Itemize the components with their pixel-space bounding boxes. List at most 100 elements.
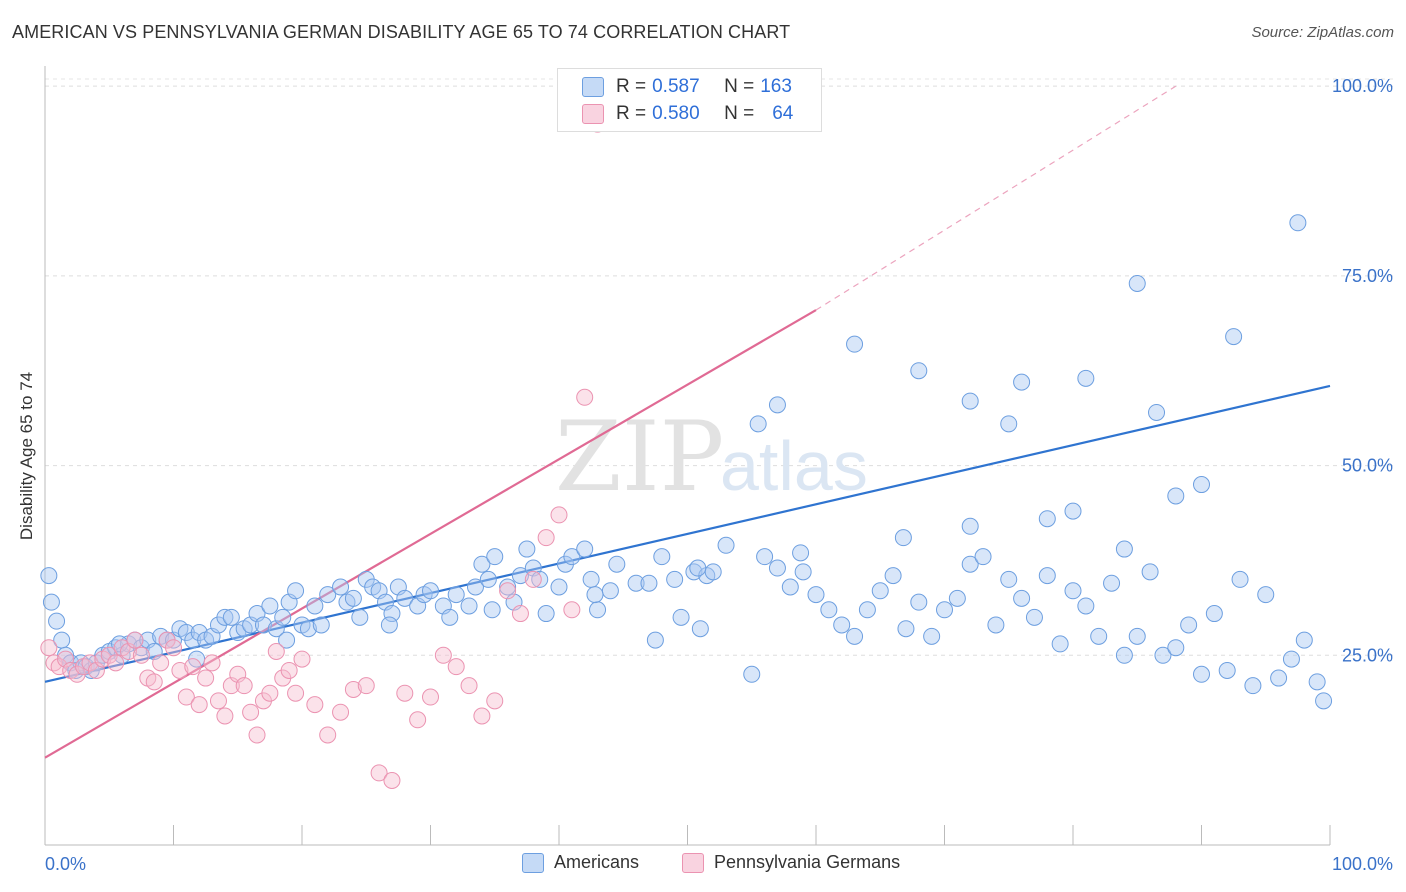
americans-point	[1315, 692, 1333, 710]
americans-point	[846, 627, 864, 645]
americans-point	[1295, 631, 1313, 649]
americans-point	[1038, 510, 1056, 528]
americans-point	[1000, 415, 1018, 433]
pennsylvania-germans-point	[184, 658, 202, 676]
pennsylvania-germans-point	[107, 654, 125, 672]
trend-lines	[44, 85, 1331, 759]
americans-point	[511, 567, 529, 585]
americans-point	[332, 578, 350, 596]
americans-point	[1013, 589, 1031, 607]
americans-point	[466, 578, 484, 596]
americans-point	[768, 396, 786, 414]
y-tick-label: 75.0%	[1342, 266, 1393, 286]
y-axis-label: Disability Age 65 to 74	[17, 371, 36, 541]
americans-point	[894, 529, 912, 547]
pennsylvania-germans-trend-line	[44, 309, 817, 759]
americans-point	[344, 589, 362, 607]
y-tick-label: 100.0%	[1332, 76, 1393, 96]
pennsylvania-germans-point	[165, 639, 182, 657]
americans-point	[1193, 665, 1210, 683]
americans-point	[486, 548, 504, 566]
americans-point	[923, 627, 941, 645]
americans-point	[1128, 274, 1146, 292]
americans-point	[1167, 487, 1185, 505]
pennsylvania-germans-point	[511, 605, 529, 623]
americans-points	[40, 214, 1333, 710]
x-tick-label-min: 0.0%	[45, 854, 86, 874]
y-tick-label: 50.0%	[1342, 456, 1393, 476]
americans-point	[948, 589, 966, 607]
source-label: Source: ZipAtlas.com	[1251, 24, 1394, 41]
americans-point	[1244, 677, 1262, 695]
pennsylvania-germans-point	[332, 703, 350, 721]
watermark-zip: ZIP	[555, 401, 724, 513]
legend-r-pennsylvania-germans: 0.580	[652, 103, 700, 124]
americans-point	[910, 593, 928, 611]
americans-point	[871, 582, 889, 600]
pennsylvania-germans-point	[132, 646, 150, 664]
americans-point	[833, 616, 851, 634]
americans-point	[794, 563, 812, 581]
americans-point	[884, 567, 902, 585]
americans-point	[608, 555, 626, 573]
americans-point	[704, 563, 722, 581]
americans-point	[640, 574, 658, 592]
americans-point	[1051, 635, 1069, 653]
americans-point	[846, 335, 864, 353]
americans-point	[460, 597, 478, 615]
bottom-legend-americans: Americans	[522, 852, 639, 873]
americans-point	[261, 597, 279, 615]
pennsylvania-germans-point	[434, 646, 452, 664]
pennsylvania-germans-point	[473, 707, 491, 725]
x-tick-label-max: 100.0%	[1332, 854, 1393, 874]
americans-point	[278, 631, 296, 649]
americans-point	[974, 548, 992, 566]
pennsylvania-germans-point	[460, 677, 478, 695]
americans-point	[1180, 616, 1198, 634]
americans-point	[441, 608, 459, 626]
bottom-swatch-americans	[522, 852, 544, 873]
americans-point	[1025, 608, 1043, 626]
americans-point	[1289, 214, 1307, 232]
pennsylvania-germans-point	[499, 582, 517, 600]
americans-point	[858, 601, 876, 619]
americans-point	[216, 608, 234, 626]
americans-point	[312, 616, 330, 634]
americans-point	[961, 517, 979, 535]
americans-point	[691, 620, 709, 638]
americans-point	[1154, 646, 1172, 664]
pennsylvania-germans-point	[409, 711, 427, 729]
americans-point	[1193, 476, 1210, 494]
legend-row-americans: R = 0.587 N = 163	[582, 74, 792, 100]
pennsylvania-germans-point	[267, 643, 285, 660]
americans-point	[1148, 403, 1166, 421]
legend-n-pennsylvania-germans: 64	[772, 103, 794, 124]
americans-point	[287, 582, 305, 600]
pennsylvania-germans-point	[280, 661, 298, 679]
americans-point	[1077, 369, 1095, 387]
pennsylvania-germans-point	[216, 707, 234, 725]
legend-r-label: R =	[616, 76, 647, 97]
americans-point	[987, 616, 1005, 634]
y-tick-label: 25.0%	[1342, 645, 1393, 665]
pennsylvania-germans-point	[152, 654, 170, 672]
pennsylvania-germans-point	[306, 696, 324, 714]
pennsylvania-germans-points	[40, 115, 607, 789]
americans-point	[582, 570, 600, 588]
legend-n-label: N =	[724, 103, 755, 124]
pennsylvania-germans-point	[287, 684, 305, 702]
americans-point	[756, 548, 774, 566]
americans-point	[550, 578, 568, 596]
americans-point	[299, 620, 317, 638]
americans-point	[319, 586, 337, 604]
americans-point	[48, 612, 66, 630]
stats-legend: R = 0.587 N = 163 R = 0.580 N = 64	[557, 68, 822, 132]
pennsylvania-germans-point	[235, 677, 253, 695]
pennsylvania-germans-point	[190, 696, 208, 714]
americans-point	[936, 601, 953, 619]
americans-point	[274, 608, 292, 626]
pennsylvania-germans-point	[242, 703, 260, 721]
americans-point	[576, 540, 594, 558]
pennsylvania-germans-point	[40, 639, 58, 657]
